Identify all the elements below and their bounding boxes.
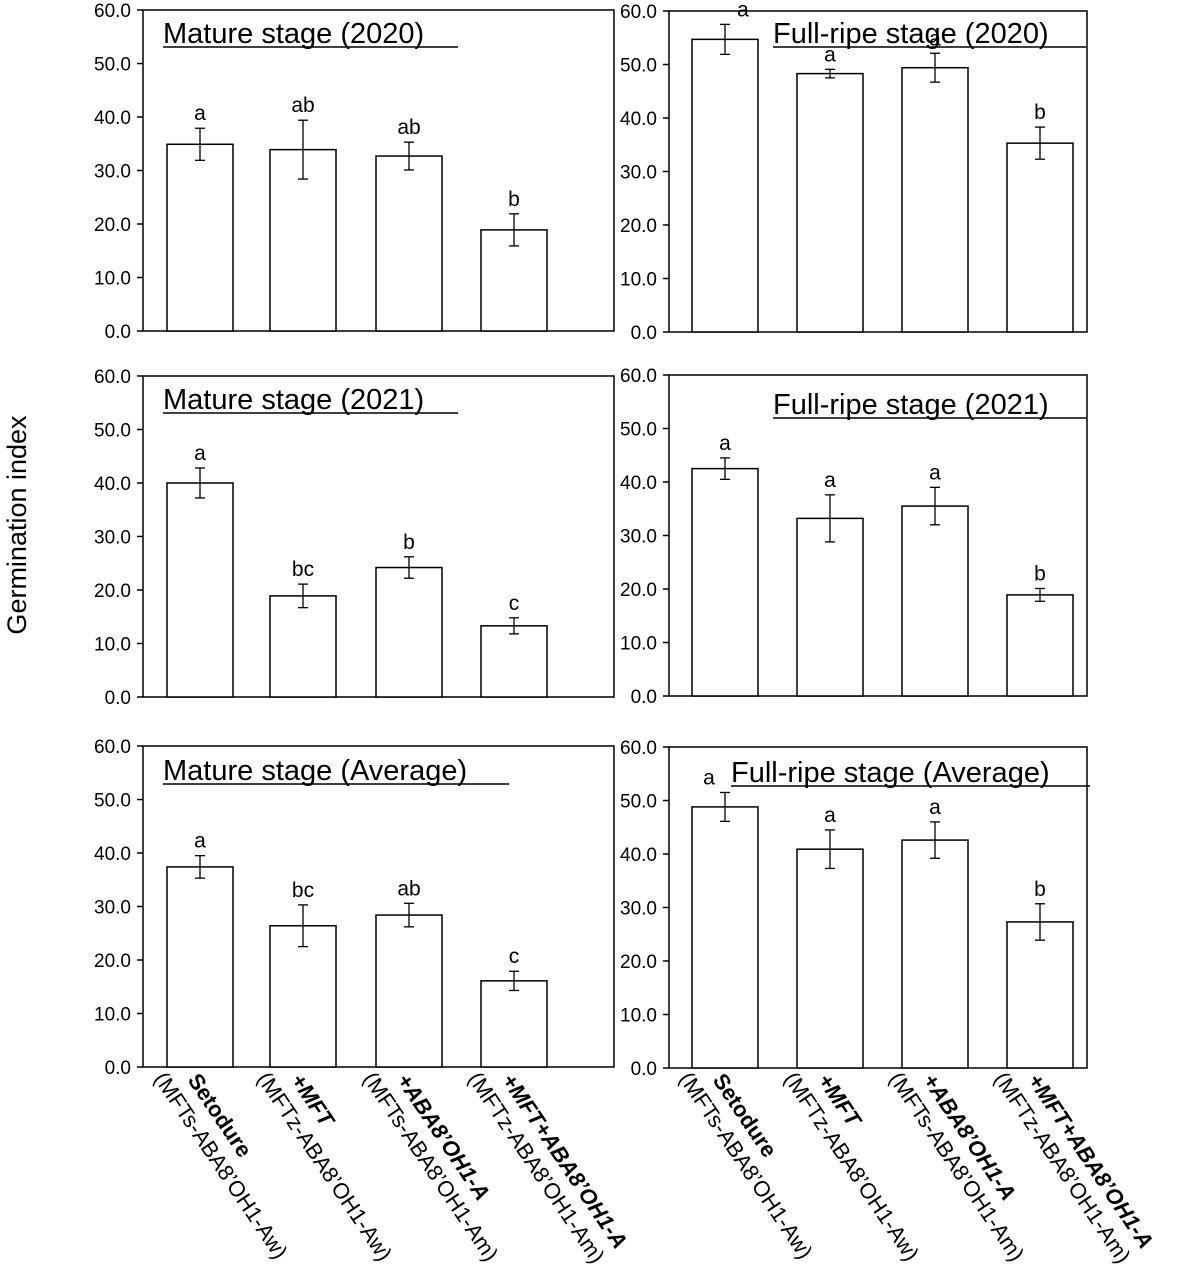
significance-letter: a: [824, 804, 836, 827]
y-tick-label: 40.0: [620, 109, 657, 130]
y-tick-label: 40.0: [94, 474, 131, 495]
y-tick-label: 10.0: [620, 270, 657, 291]
y-tick-label: 30.0: [94, 528, 131, 549]
y-tick-label: 10.0: [94, 635, 131, 656]
bar: [269, 595, 337, 698]
y-tick-label: 60.0: [620, 366, 657, 387]
y-tick-label: 30.0: [94, 162, 131, 183]
bar: [375, 914, 443, 1068]
significance-letter: b: [1034, 562, 1046, 585]
significance-letter: a: [824, 469, 836, 492]
significance-letter: b: [1034, 878, 1046, 901]
chart-title: Full-ripe stage (2020): [773, 18, 1049, 50]
significance-letter: a: [719, 432, 731, 455]
bar: [796, 848, 864, 1069]
chart-title: Full-ripe stage (Average): [731, 757, 1050, 789]
significance-letter: b: [508, 188, 520, 211]
y-tick-label: 60.0: [620, 2, 657, 23]
bar: [1006, 142, 1074, 333]
y-tick-label: 30.0: [620, 527, 657, 548]
significance-letter: a: [929, 461, 941, 484]
bar: [269, 148, 337, 332]
y-tick-label: 10.0: [620, 1006, 657, 1027]
bar: [796, 517, 864, 697]
significance-letter: ab: [397, 116, 420, 139]
y-tick-label: 40.0: [620, 473, 657, 494]
significance-letter: a: [929, 27, 941, 50]
bar: [166, 482, 234, 698]
chart-title: Mature stage (Average): [163, 755, 467, 787]
y-tick-label: 20.0: [94, 581, 131, 602]
y-tick-label: 60.0: [94, 367, 131, 388]
bar: [480, 625, 548, 698]
significance-letter: bc: [292, 558, 314, 581]
bar: [375, 566, 443, 698]
y-tick-label: 0.0: [105, 1058, 131, 1079]
y-tick-label: 20.0: [620, 216, 657, 237]
significance-letter: ab: [291, 94, 314, 117]
bar: [691, 806, 759, 1069]
significance-letter: a: [194, 830, 206, 853]
y-tick-label: 40.0: [620, 845, 657, 866]
y-tick-label: 20.0: [620, 580, 657, 601]
y-tick-label: 50.0: [94, 55, 131, 76]
chart-title: Mature stage (2020): [163, 18, 424, 50]
y-tick-label: 20.0: [620, 952, 657, 973]
y-tick-label: 50.0: [620, 420, 657, 441]
bar: [166, 143, 234, 332]
y-tick-label: 30.0: [94, 898, 131, 919]
bar: [901, 839, 969, 1069]
y-tick-label: 40.0: [94, 844, 131, 865]
y-tick-label: 50.0: [620, 56, 657, 77]
chart-title: Mature stage (2021): [163, 384, 424, 416]
y-axis-label: Germination index: [2, 415, 32, 635]
y-tick-label: 0.0: [105, 688, 131, 709]
y-tick-label: 20.0: [94, 951, 131, 972]
y-tick-label: 10.0: [620, 634, 657, 655]
y-tick-label: 10.0: [94, 1005, 131, 1026]
y-tick-label: 30.0: [620, 899, 657, 920]
y-tick-label: 60.0: [620, 738, 657, 759]
bar: [691, 467, 759, 697]
bar: [901, 66, 969, 333]
bar: [166, 866, 234, 1068]
y-tick-label: 0.0: [631, 687, 657, 708]
bar: [901, 505, 969, 697]
bar: [480, 980, 548, 1068]
significance-letter: a: [737, 0, 749, 21]
y-tick-label: 0.0: [105, 322, 131, 343]
y-tick-label: 50.0: [94, 421, 131, 442]
significance-letter: c: [509, 592, 520, 615]
y-tick-label: 30.0: [620, 163, 657, 184]
bar: [375, 155, 443, 332]
chart-title: Full-ripe stage (2021): [773, 389, 1049, 421]
significance-letter: a: [929, 796, 941, 819]
y-tick-label: 60.0: [94, 1, 131, 22]
y-tick-label: 50.0: [620, 792, 657, 813]
significance-letter: a: [194, 442, 206, 465]
y-tick-label: 0.0: [631, 1059, 657, 1080]
bar: [1006, 594, 1074, 697]
significance-letter: a: [194, 102, 206, 125]
significance-letter: a: [824, 43, 836, 66]
significance-letter: ab: [397, 877, 420, 900]
y-tick-label: 50.0: [94, 791, 131, 812]
significance-letter: bc: [292, 879, 314, 902]
significance-letter: a: [703, 766, 715, 789]
y-tick-label: 20.0: [94, 215, 131, 236]
significance-letter: b: [1034, 101, 1046, 124]
significance-letter: c: [509, 945, 520, 968]
y-tick-label: 10.0: [94, 269, 131, 290]
bar: [1006, 921, 1074, 1069]
bar: [269, 925, 337, 1068]
significance-letter: b: [403, 531, 415, 554]
bar: [691, 38, 759, 333]
bar: [796, 72, 864, 333]
bar: [480, 229, 548, 332]
y-tick-label: 60.0: [94, 737, 131, 758]
y-tick-label: 40.0: [94, 108, 131, 129]
y-tick-label: 0.0: [631, 323, 657, 344]
